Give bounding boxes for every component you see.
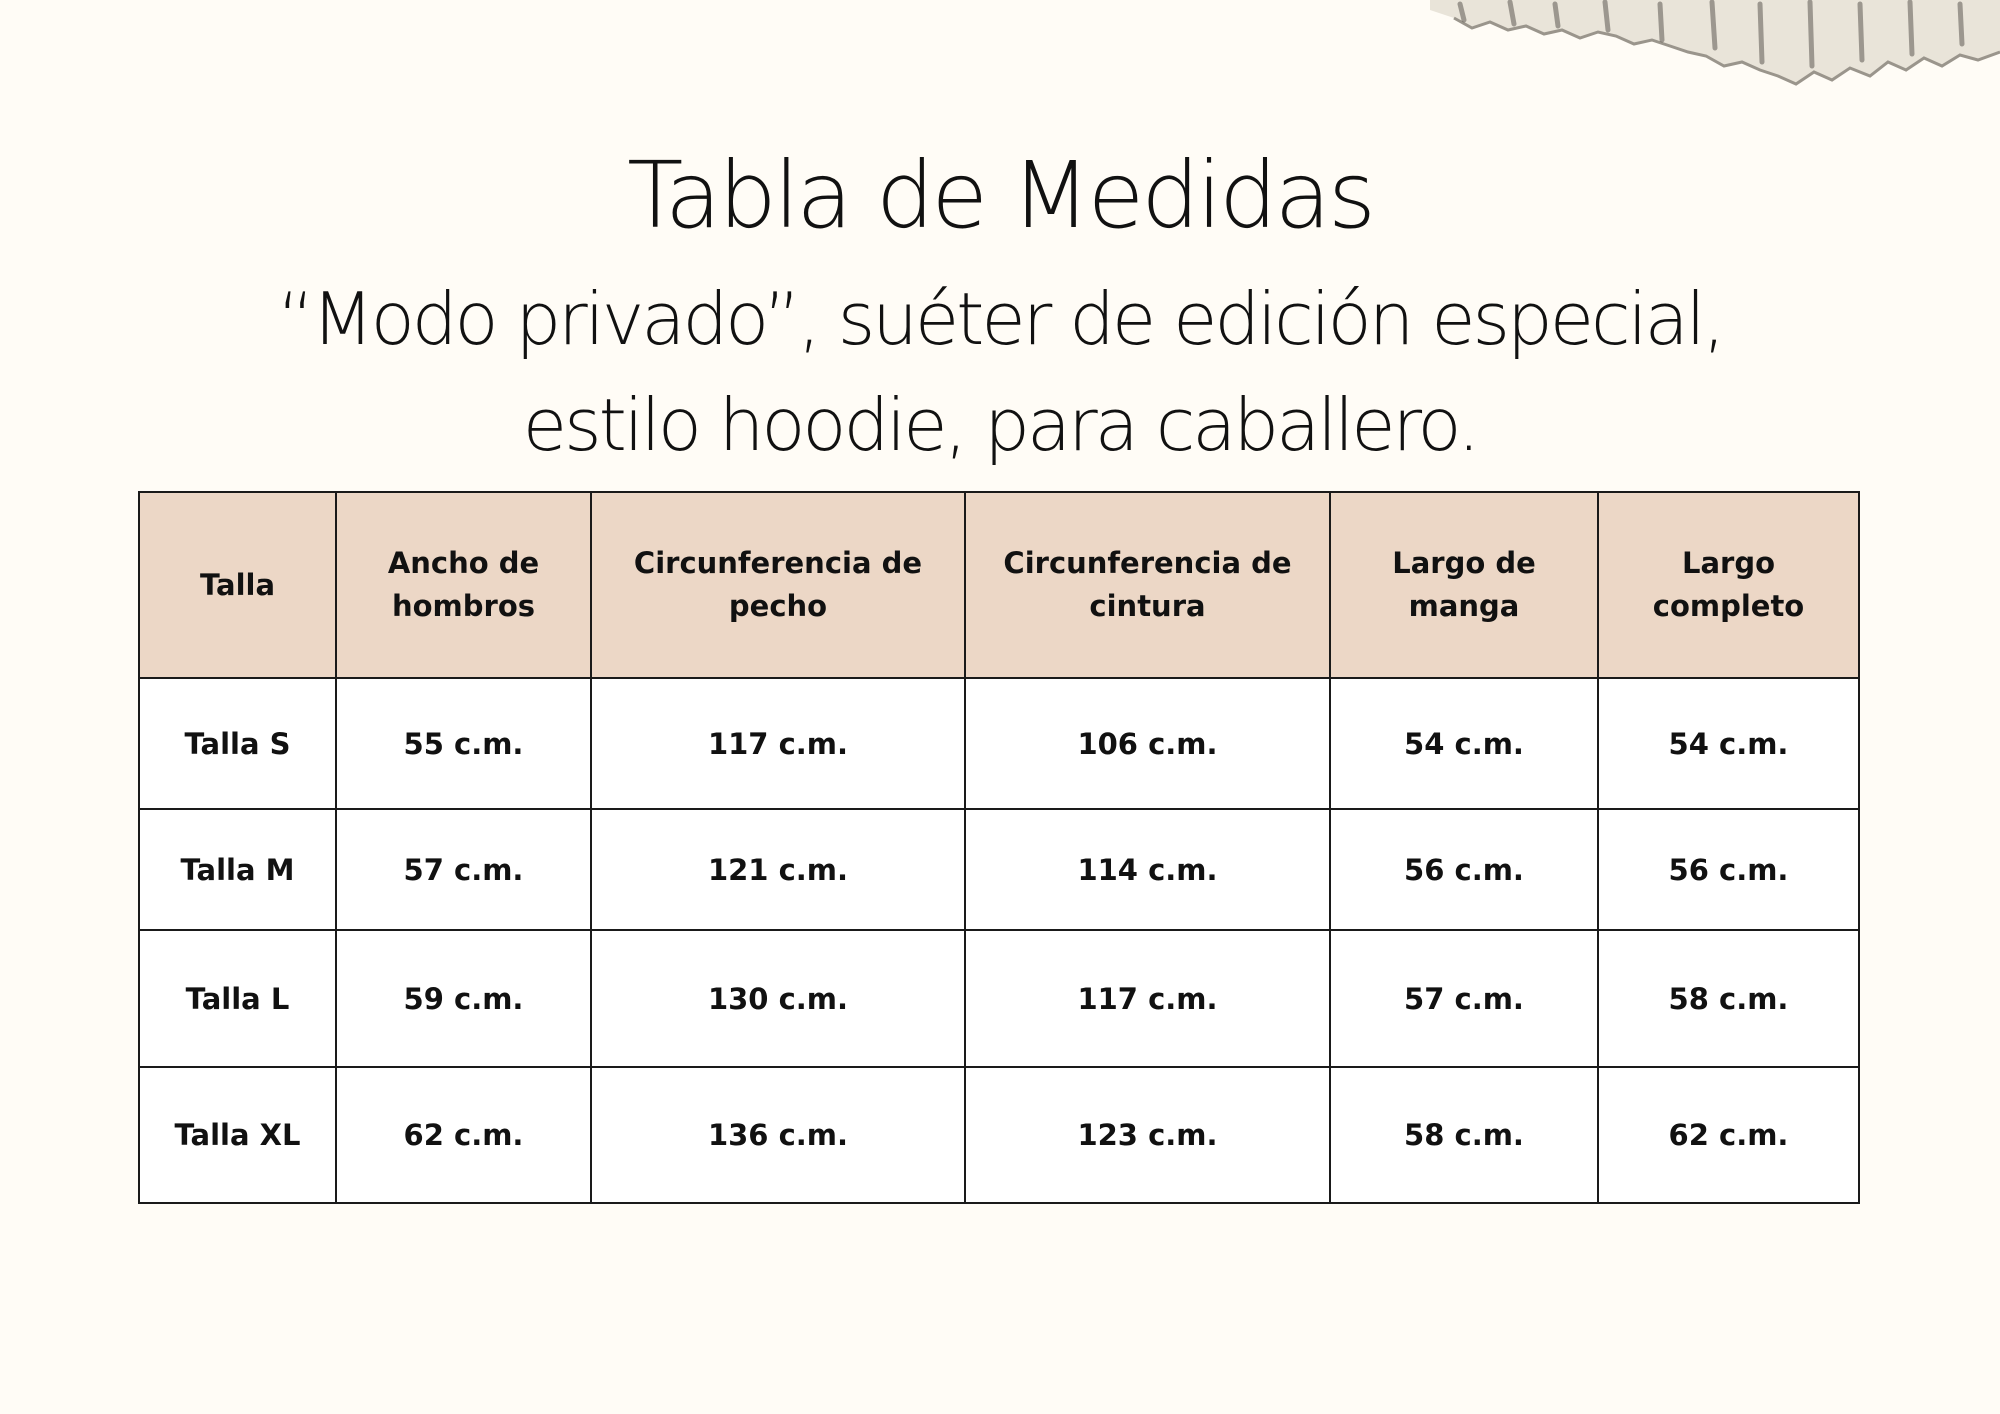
- cell-value: 57 c.m.: [1329, 929, 1599, 1068]
- cell-value: 54 c.m.: [1329, 677, 1599, 810]
- column-header-circunferencia-pecho: Circunferencia de pecho: [590, 491, 966, 679]
- column-header-largo-completo: Largo completo: [1597, 491, 1860, 679]
- cell-value: 58 c.m.: [1329, 1066, 1599, 1204]
- cell-value: 114 c.m.: [964, 808, 1331, 931]
- column-header-circunferencia-cintura: Circunferencia de cintura: [964, 491, 1331, 679]
- table-row-talla-m: Talla M 57 c.m. 121 c.m. 114 c.m. 56 c.m…: [138, 808, 1860, 931]
- cell-value: 123 c.m.: [964, 1066, 1331, 1204]
- cell-value: 57 c.m.: [335, 808, 592, 931]
- cell-size-label: Talla XL: [138, 1066, 337, 1204]
- cell-value: 54 c.m.: [1597, 677, 1860, 810]
- torn-newspaper-decoration: [1430, 0, 2000, 86]
- column-header-talla: Talla: [138, 491, 337, 679]
- cell-value: 130 c.m.: [590, 929, 966, 1068]
- table-header-row: Talla Ancho de hombros Circunferencia de…: [138, 491, 1860, 679]
- column-header-ancho-hombros: Ancho de hombros: [335, 491, 592, 679]
- cell-size-label: Talla S: [138, 677, 337, 810]
- page-subtitle: “Modo privado”, suéter de edición especi…: [277, 277, 1725, 467]
- cell-size-label: Talla L: [138, 929, 337, 1068]
- cell-value: 106 c.m.: [964, 677, 1331, 810]
- size-chart-table: Talla Ancho de hombros Circunferencia de…: [138, 491, 1860, 1204]
- page-title: Tabla de Medidas: [627, 142, 1376, 249]
- cell-value: 62 c.m.: [1597, 1066, 1860, 1204]
- cell-value: 59 c.m.: [335, 929, 592, 1068]
- table-row-talla-xl: Talla XL 62 c.m. 136 c.m. 123 c.m. 58 c.…: [138, 1066, 1860, 1204]
- cell-value: 56 c.m.: [1597, 808, 1860, 931]
- column-header-largo-manga: Largo de manga: [1329, 491, 1599, 679]
- cell-size-label: Talla M: [138, 808, 337, 931]
- cell-value: 58 c.m.: [1597, 929, 1860, 1068]
- cell-value: 62 c.m.: [335, 1066, 592, 1204]
- cell-value: 136 c.m.: [590, 1066, 966, 1204]
- table-row-talla-s: Talla S 55 c.m. 117 c.m. 106 c.m. 54 c.m…: [138, 677, 1860, 810]
- table-row-talla-l: Talla L 59 c.m. 130 c.m. 117 c.m. 57 c.m…: [138, 929, 1860, 1068]
- cell-value: 117 c.m.: [590, 677, 966, 810]
- cell-value: 117 c.m.: [964, 929, 1331, 1068]
- cell-value: 56 c.m.: [1329, 808, 1599, 931]
- cell-value: 121 c.m.: [590, 808, 966, 931]
- cell-value: 55 c.m.: [335, 677, 592, 810]
